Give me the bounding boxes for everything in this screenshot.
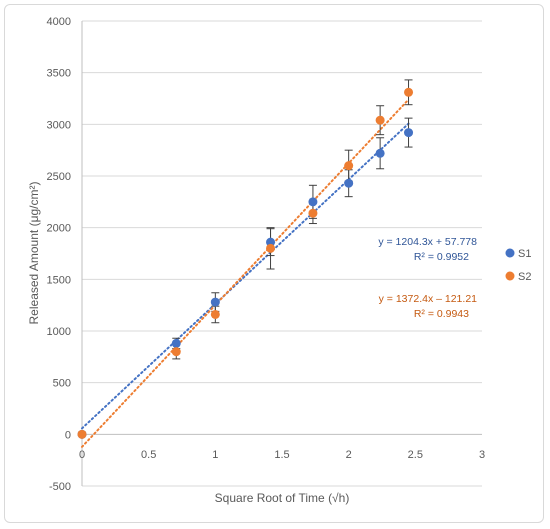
y-tick-label: 2000 xyxy=(47,223,71,235)
s1-trendline-equation: y = 1204.3x + 57.778 xyxy=(378,236,477,248)
data-point-s2 xyxy=(171,347,181,357)
y-tick-label: 4000 xyxy=(47,16,71,28)
x-tick-label: 0 xyxy=(79,449,85,461)
data-point-s2 xyxy=(375,115,385,125)
y-tick-label: 3500 xyxy=(47,68,71,80)
y-axis-label: Released Amount (μg/cm²) xyxy=(27,182,41,325)
tick-labels: -500 0 500 1000 1500 2000 2500 3000 3500 4000 0 0.5… xyxy=(47,16,486,493)
x-tick-label: 3 xyxy=(479,449,485,461)
legend-s2-marker xyxy=(505,271,515,281)
data-point-s2 xyxy=(266,243,276,253)
data-point-s1 xyxy=(404,128,414,138)
chart-frame xyxy=(4,4,544,523)
data-point-s2 xyxy=(344,161,354,171)
trendline-s2 xyxy=(81,98,410,448)
data-point-s2 xyxy=(404,87,414,97)
legend: S1 S2 xyxy=(505,248,531,283)
trendline-s1 xyxy=(81,122,410,430)
y-tick-label: 1500 xyxy=(47,274,71,286)
y-tick-label: 0 xyxy=(65,429,71,441)
data-point-s2 xyxy=(77,429,87,439)
data-point-s1 xyxy=(171,338,181,348)
x-axis-label: Square Root of Time (√h) xyxy=(215,491,350,505)
s1-trendline-r2: R² = 0.9952 xyxy=(414,251,469,263)
x-tick-label: 2.5 xyxy=(408,449,423,461)
x-tick-label: 1 xyxy=(212,449,218,461)
data-point-s2 xyxy=(210,309,220,319)
data-points xyxy=(77,87,414,439)
x-tick-label: 2 xyxy=(346,449,352,461)
legend-s1-label: S1 xyxy=(518,248,531,260)
y-tick-label: -500 xyxy=(49,481,71,493)
data-point-s1 xyxy=(375,148,385,158)
data-point-s1 xyxy=(210,297,220,307)
data-point-s1 xyxy=(344,178,354,188)
data-point-s1 xyxy=(308,197,318,207)
axes xyxy=(81,21,482,486)
data-point-s2 xyxy=(308,208,318,218)
x-tick-label: 0.5 xyxy=(141,449,156,461)
trendlines xyxy=(81,98,410,448)
gridlines xyxy=(82,20,482,487)
x-tick-label: 1.5 xyxy=(274,449,289,461)
y-tick-label: 1000 xyxy=(47,326,71,338)
data-point-s1 xyxy=(266,237,276,247)
legend-s2-label: S2 xyxy=(518,271,531,283)
s2-trendline-r2: R² = 0.9943 xyxy=(414,308,469,320)
y-tick-label: 3000 xyxy=(47,119,71,131)
s2-trendline-equation: y = 1372.4x – 121.21 xyxy=(379,293,478,305)
y-tick-label: 500 xyxy=(53,378,71,390)
y-tick-label: 2500 xyxy=(47,171,71,183)
legend-s1-marker xyxy=(505,248,515,258)
